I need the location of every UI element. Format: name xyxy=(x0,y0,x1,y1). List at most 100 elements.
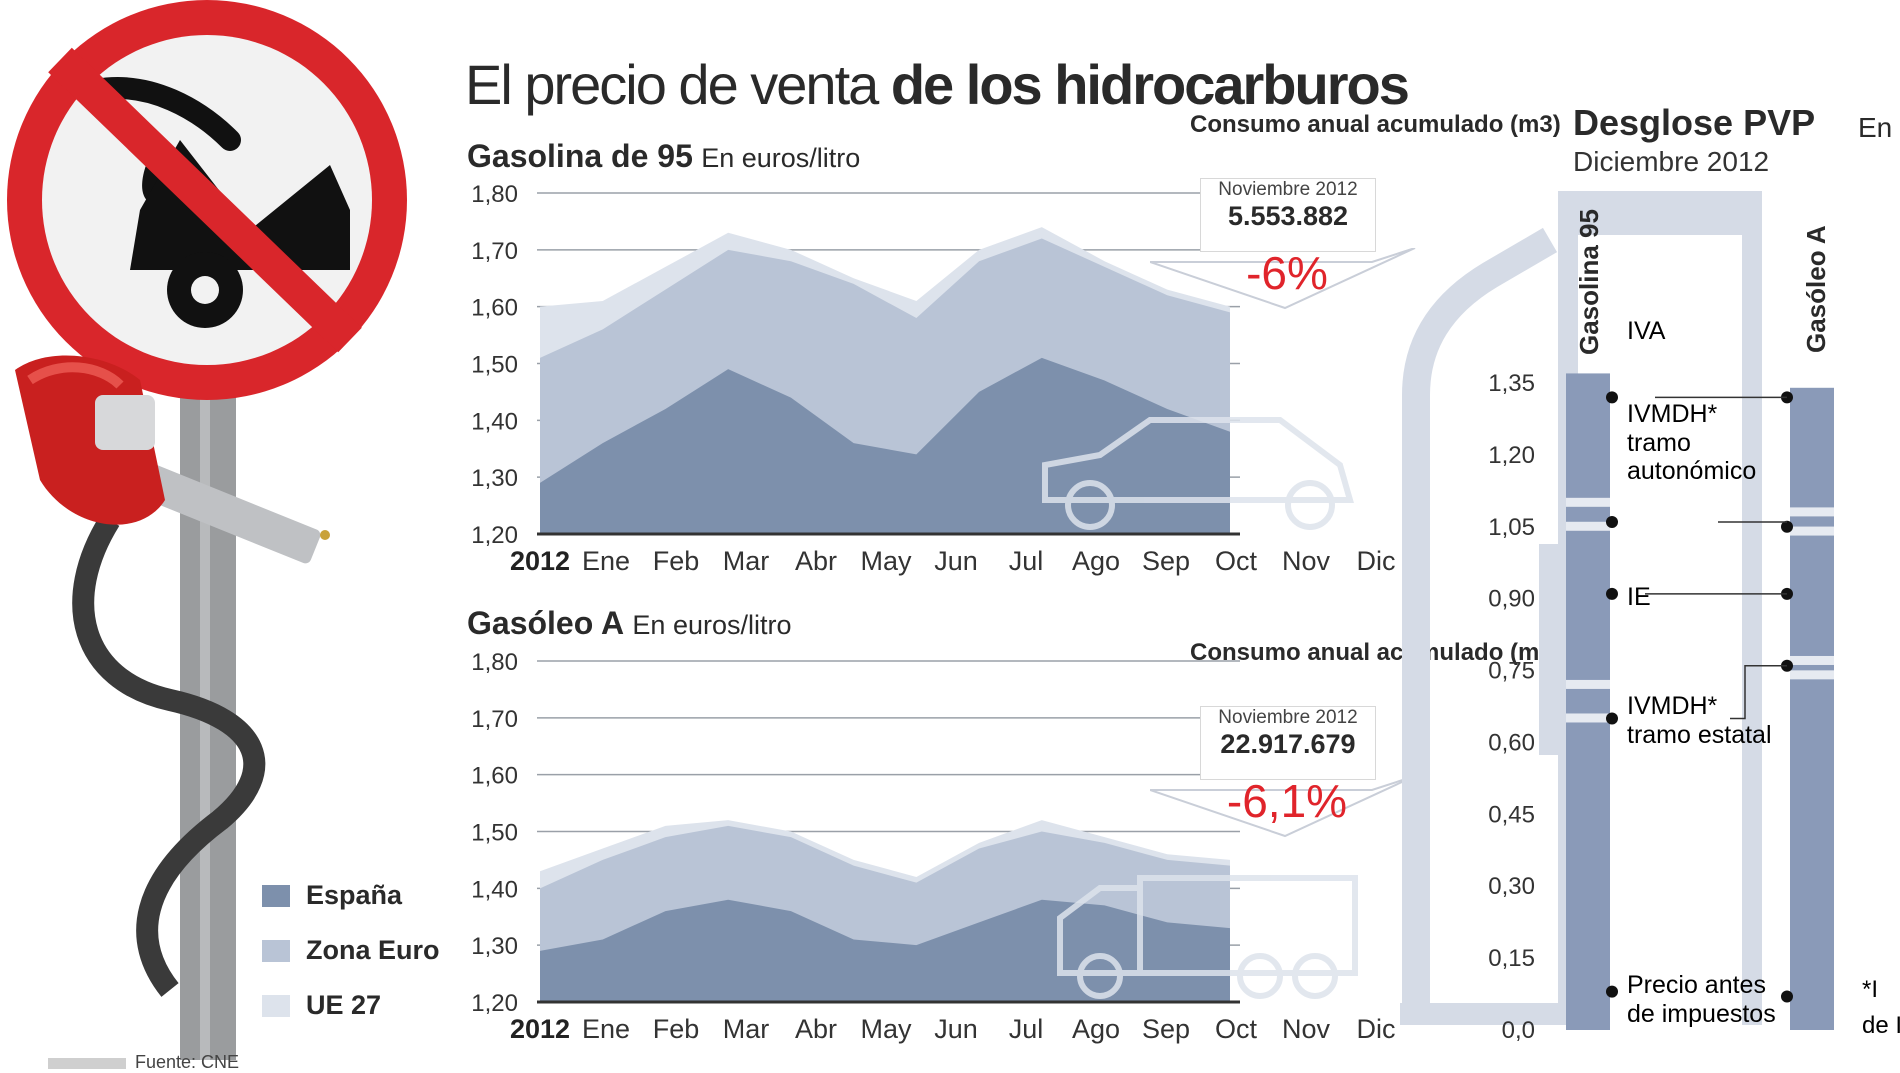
x-tick-label: Nov xyxy=(1282,546,1331,576)
x-tick-label: Jul xyxy=(1009,1014,1044,1044)
legend-swatch-zona-euro xyxy=(262,939,290,962)
y-tick-label: 1,40 xyxy=(471,408,518,435)
legend: España Zona Euro UE 27 xyxy=(262,880,440,1021)
gasolina-down-arrow xyxy=(1150,248,1416,310)
no-fuel-sign-illustration xyxy=(7,0,407,1060)
legend-swatch-espana xyxy=(262,884,290,907)
y-tick-label: 1,80 xyxy=(471,181,518,208)
y-tick-label: 1,30 xyxy=(471,465,518,492)
gasoleo-chart-unit: En euros/litro xyxy=(632,610,792,640)
y-tick-label: 1,60 xyxy=(471,763,518,790)
y-tick-label: 1,60 xyxy=(471,295,518,322)
pvp-frame-right xyxy=(1742,191,1762,1025)
pvp-footnote-2: de I xyxy=(1862,1012,1900,1039)
gasoleo-consumo-change: -6,1% xyxy=(1226,775,1348,827)
gasolina-consumo-box: Noviembre 2012 5.553.882 xyxy=(1200,178,1376,252)
main-title-light: El precio de venta xyxy=(465,53,891,116)
pvp-breakdown-chart: Gasolina 95 Gasóleo A 1,35 1,20 1,05 0,90 0,… xyxy=(1400,191,1900,1044)
y-tick-label: 1,50 xyxy=(471,820,518,847)
pvp-label-ivmdh-auto-1: IVMDH* xyxy=(1627,400,1718,428)
gasoleo-chart-header: Gasóleo A En euros/litro xyxy=(467,605,792,642)
x-tick-label: Dic xyxy=(1357,546,1396,576)
pvp-label-ivmdh-estatal-1: IVMDH* xyxy=(1627,692,1718,720)
x-tick-label: Oct xyxy=(1215,546,1258,576)
x-tick-label: Abr xyxy=(795,546,837,576)
pvp-label-pre-1: Precio antes xyxy=(1627,971,1766,999)
gasolina-consumo-label: Consumo anual acumulado (m3) xyxy=(1190,108,1561,142)
pvp-marker xyxy=(1781,990,1793,1003)
gasolina-chart-title: Gasolina de 95 xyxy=(467,138,693,174)
gasolina-consumo-change: -6% xyxy=(1246,247,1328,299)
pvp-bar1-label: Gasolina 95 xyxy=(1574,209,1604,355)
car-silhouette-icon xyxy=(1042,417,1354,530)
x-tick-label: Jun xyxy=(934,1014,978,1044)
y-tick-label: 1,20 xyxy=(471,990,518,1017)
pvp-label-iva: IVA xyxy=(1627,317,1666,345)
pvp-y-tick-label: 0,60 xyxy=(1488,729,1535,756)
y-tick-label: 1,40 xyxy=(471,876,518,903)
x-tick-label: May xyxy=(860,1014,912,1044)
pvp-marker xyxy=(1606,587,1618,600)
x-tick-label: Ene xyxy=(582,1014,630,1044)
area-españa xyxy=(540,357,1230,534)
pvp-marker xyxy=(1781,520,1793,533)
pvp-title: Desglose PVP xyxy=(1573,102,1816,143)
pvp-y-tick-label: 0,30 xyxy=(1488,873,1535,900)
pvp-leader-line xyxy=(1730,665,1787,720)
legend-label-zona-euro: Zona Euro xyxy=(306,935,440,965)
y-tick-label: 1,70 xyxy=(471,706,518,733)
main-title-bold: de los hidrocarburos xyxy=(890,53,1410,116)
pvp-y-tick-label: 0,75 xyxy=(1488,658,1535,685)
pvp-bar-segment-divider xyxy=(1566,679,1610,689)
legend-item-espana: España xyxy=(262,880,440,911)
x-tick-label: Jul xyxy=(1009,546,1044,576)
pvp-bar-segment-divider xyxy=(1790,526,1834,536)
x-tick-label: Nov xyxy=(1282,1014,1331,1044)
main-title: El precio de venta de los hidrocarburos xyxy=(465,52,1410,117)
x-tick-label: Feb xyxy=(653,546,700,576)
x-tick-label: Oct xyxy=(1215,1014,1258,1044)
pvp-marker xyxy=(1606,515,1618,528)
pvp-bar-gasoleo-a xyxy=(1790,387,1834,1030)
x-year-label: 2012 xyxy=(510,546,570,576)
y-tick-label: 1,30 xyxy=(471,933,518,960)
pvp-label-ivmdh-auto-3: autonómico xyxy=(1627,457,1756,485)
legend-label-espana: España xyxy=(306,880,403,910)
pvp-y-tick-label: 1,35 xyxy=(1488,370,1535,397)
gasolina-chart-header: Gasolina de 95 En euros/litro xyxy=(467,138,860,175)
pvp-label-pre-2: de impuestos xyxy=(1627,1000,1776,1028)
pvp-bar-segment-divider xyxy=(1566,713,1610,723)
y-tick-label: 1,20 xyxy=(471,522,518,549)
legend-item-zona-euro: Zona Euro xyxy=(262,935,440,966)
pvp-pipe-decoration xyxy=(1402,227,1558,1003)
source-text: Fuente: CNE xyxy=(135,1052,240,1072)
source-bar xyxy=(48,1058,126,1069)
gasoleo-consumo-value: 22.917.679 xyxy=(1220,729,1356,759)
pvp-date: Diciembre 2012 xyxy=(1573,146,1770,177)
pvp-unit: En e xyxy=(1858,112,1900,143)
pvp-bar-segment-divider xyxy=(1566,497,1610,507)
pvp-y-tick-label: 0,0 xyxy=(1502,1017,1535,1044)
legend-label-ue27: UE 27 xyxy=(306,990,382,1020)
pvp-y-tick-label: 1,05 xyxy=(1488,514,1535,541)
x-tick-label: May xyxy=(860,546,912,576)
pvp-marker xyxy=(1606,712,1618,725)
x-tick-label: Ene xyxy=(582,546,630,576)
pvp-y-tick-label: 0,45 xyxy=(1488,801,1535,828)
gasoleo-chart-title: Gasóleo A xyxy=(467,605,625,641)
x-tick-label: Sep xyxy=(1142,546,1190,576)
x-tick-label: Ago xyxy=(1072,546,1120,576)
x-tick-label: Ago xyxy=(1072,1014,1120,1044)
pvp-bar-segment-divider xyxy=(1790,655,1834,665)
gasoleo-consumo-label: Consumo anual acumulado (m3) xyxy=(1190,636,1561,670)
x-tick-label: Mar xyxy=(723,546,770,576)
x-year-label: 2012 xyxy=(510,1014,570,1044)
pvp-label-ivmdh-auto-2: tramo xyxy=(1627,429,1691,457)
pvp-y-tick-label: 0,90 xyxy=(1488,586,1535,613)
gasoleo-consumo-box: Noviembre 2012 22.917.679 xyxy=(1200,706,1376,780)
pvp-marker xyxy=(1606,391,1618,404)
gasoleo-consumo-label-text: Consumo anual acumulado (m3) xyxy=(1190,639,1561,666)
legend-item-ue27: UE 27 xyxy=(262,990,440,1021)
